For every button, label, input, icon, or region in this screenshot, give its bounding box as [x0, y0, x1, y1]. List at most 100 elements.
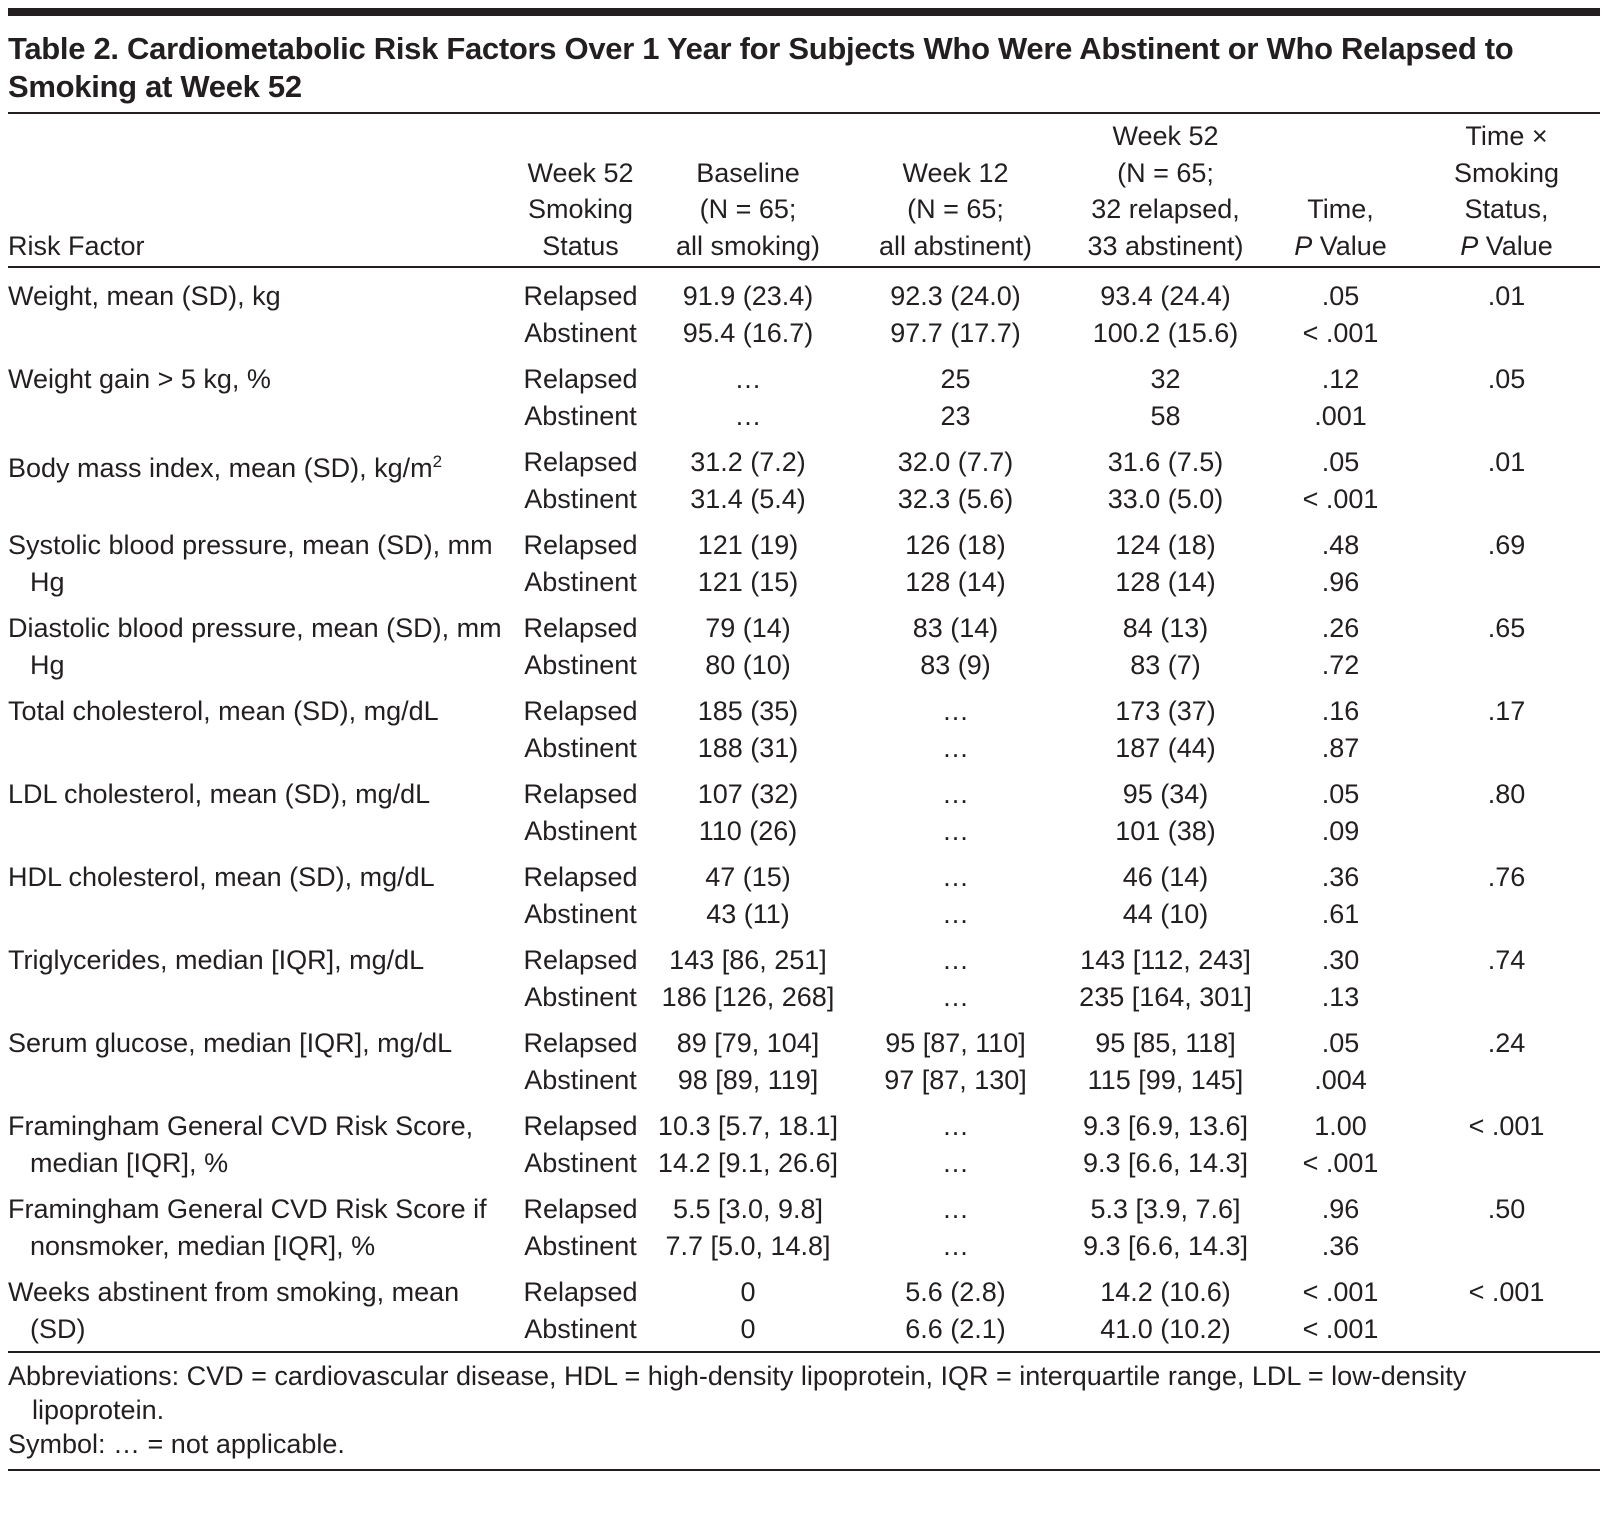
cell-week12: …: [942, 779, 969, 809]
cell-week52: 100.2 (15.6): [1092, 317, 1239, 348]
cell-week12: …: [942, 1147, 969, 1178]
cell-interaction-p: .80: [1487, 779, 1526, 809]
cell-status: Relapsed: [523, 779, 638, 809]
cell-week52: 124 (18): [1115, 530, 1216, 560]
cell-time-p: .004: [1314, 1064, 1367, 1095]
table-row: Abstinent 188 (31) … 187 (44) .87: [8, 730, 1600, 767]
cell-week12: 95 [87, 110]: [885, 1028, 1026, 1058]
cell-baseline: 31.2 (7.2): [690, 447, 806, 477]
cell-baseline: 14.2 [9.1, 26.6]: [657, 1147, 839, 1178]
cell-baseline: 47 (15): [705, 862, 791, 892]
cell-time-p: .30: [1321, 945, 1360, 975]
cell-week12: 32.3 (5.6): [897, 483, 1014, 514]
table-row: Weeks abstinent from smoking, mean (SD) R…: [8, 1264, 1600, 1344]
cell-interaction-p: .74: [1487, 945, 1526, 975]
cell-week12: 92.3 (24.0): [890, 281, 1021, 311]
cell-time-p: < .001: [1302, 1313, 1379, 1344]
cell-week52: 95 [85, 118]: [1095, 1028, 1236, 1058]
cell-week12: …: [942, 1194, 969, 1224]
table-row: Triglycerides, median [IQR], mg/dL Relaps…: [8, 932, 1600, 979]
table-row: Abstinent 0 6.6 (2.1) 41.0 (10.2) < .001: [8, 1311, 1600, 1352]
risk-factor-label: Weight, mean (SD), kg: [8, 281, 281, 311]
table-row: Diastolic blood pressure, mean (SD), mm …: [8, 600, 1600, 680]
cell-week12: …: [942, 1111, 969, 1141]
cell-status: Abstinent: [524, 732, 637, 763]
cell-baseline: 143 [86, 251]: [669, 945, 827, 975]
cell-status: Relapsed: [523, 1194, 638, 1224]
header-week52: Week 52 (N = 65; 32 relapsed, 33 abstinent): [1087, 121, 1244, 261]
table-row: Abstinent 95.4 (16.7) 97.7 (17.7) 100.2 (15…: [8, 315, 1600, 352]
table-row: Weight gain > 5 kg, % Relapsed … 25 32 .12 .05: [8, 351, 1600, 398]
cell-status: Abstinent: [524, 317, 637, 348]
cell-status: Relapsed: [523, 696, 638, 726]
table-row: Abstinent 7.7 [5.0, 14.8] … 9.3 [6.6, 14.3]…: [8, 1228, 1600, 1265]
cell-time-p: < .001: [1302, 483, 1379, 514]
table-row: Weight, mean (SD), kg Relapsed 91.9 (23.4)…: [8, 267, 1600, 315]
cell-week52: 84 (13): [1122, 613, 1209, 643]
table-row: Total cholesterol, mean (SD), mg/dL Relap…: [8, 683, 1600, 730]
cell-baseline: …: [734, 400, 762, 431]
risk-factor-group: Systolic blood pressure, mean (SD), mm H…: [8, 517, 1600, 600]
risk-factor-label: Diastolic blood pressure, mean (SD), mm …: [8, 613, 502, 680]
cell-baseline: 89 [79, 104]: [676, 1028, 820, 1058]
cell-week12: …: [942, 981, 969, 1012]
cell-week12: 97.7 (17.7): [890, 317, 1021, 348]
table-row: Abstinent 80 (10) 83 (9) 83 (7) .72: [8, 647, 1600, 684]
cell-week52: 9.3 [6.6, 14.3]: [1082, 1147, 1249, 1178]
cell-time-p: .96: [1321, 1194, 1360, 1224]
cell-status: Abstinent: [524, 649, 637, 680]
cell-week12: …: [942, 898, 969, 929]
risk-factor-group: Diastolic blood pressure, mean (SD), mm …: [8, 600, 1600, 683]
cell-baseline: 10.3 [5.7, 18.1]: [657, 1111, 839, 1141]
cell-status: Relapsed: [523, 1277, 638, 1307]
table-row: Abstinent 43 (11) … 44 (10) .61: [8, 896, 1600, 933]
symbol-note: Symbol: … = not applicable.: [8, 1429, 345, 1459]
risk-factor-group: Body mass index, mean (SD), kg/m2 Relapse…: [8, 434, 1600, 517]
cell-baseline: 185 (35): [697, 696, 799, 726]
risk-factor-label: Systolic blood pressure, mean (SD), mm H…: [8, 530, 493, 597]
cell-baseline: 0: [740, 1277, 756, 1307]
cell-status: Relapsed: [523, 281, 638, 311]
cell-week12: …: [942, 862, 969, 892]
table-row: HDL cholesterol, mean (SD), mg/dL Relapse…: [8, 849, 1600, 896]
cell-week52: 95 (34): [1122, 779, 1209, 809]
cell-week52: 115 [99, 145]: [1087, 1064, 1244, 1095]
cell-interaction-p: .65: [1487, 613, 1526, 643]
cell-time-p: .48: [1321, 530, 1360, 560]
table-row: LDL cholesterol, mean (SD), mg/dL Relapse…: [8, 766, 1600, 813]
cell-time-p: .87: [1321, 732, 1360, 763]
bottom-rule: [8, 1469, 1600, 1471]
cell-week12: …: [942, 1230, 969, 1261]
cell-week52: 83 (7): [1130, 649, 1201, 680]
cell-status: Relapsed: [523, 613, 638, 643]
cell-week52: 44 (10): [1122, 898, 1209, 929]
cell-status: Abstinent: [524, 981, 637, 1012]
cell-time-p: < .001: [1302, 1147, 1379, 1178]
cell-status: Relapsed: [523, 364, 638, 394]
cell-week12: 83 (14): [912, 613, 999, 643]
cell-baseline: 43 (11): [706, 898, 790, 929]
cell-interaction-p: .01: [1487, 447, 1526, 477]
cell-time-p: .001: [1314, 400, 1367, 431]
risk-factor-label: Total cholesterol, mean (SD), mg/dL: [8, 696, 439, 726]
cell-baseline: 31.4 (5.4): [690, 483, 806, 514]
cell-week12: …: [942, 815, 969, 846]
header-week12: Week 12 (N = 65; all abstinent): [878, 157, 1033, 261]
cell-week52: 187 (44): [1115, 732, 1216, 763]
cell-week52: 93.4 (24.4): [1100, 281, 1231, 311]
cell-baseline: 80 (10): [705, 649, 791, 680]
risk-factor-group: HDL cholesterol, mean (SD), mg/dL Relapse…: [8, 849, 1600, 932]
cell-time-p: .36: [1321, 862, 1360, 892]
header-row: Risk Factor Week 52 Smoking Status Baselin…: [8, 114, 1600, 267]
cell-status: Abstinent: [524, 1230, 637, 1261]
cell-status: Relapsed: [523, 945, 638, 975]
cell-interaction-p: < .001: [1468, 1111, 1545, 1141]
cell-time-p: .12: [1321, 364, 1360, 394]
cell-baseline: 5.5 [3.0, 9.8]: [672, 1194, 824, 1224]
risk-factor-group: Weight, mean (SD), kg Relapsed 91.9 (23.4)…: [8, 267, 1600, 351]
cell-baseline: 121 (15): [697, 566, 799, 597]
data-table: Risk Factor Week 52 Smoking Status Baselin…: [8, 114, 1600, 1351]
cell-status: Relapsed: [523, 447, 638, 477]
table-row: Abstinent 14.2 [9.1, 26.6] … 9.3 [6.6, 14.3…: [8, 1145, 1600, 1182]
cell-week52: 46 (14): [1122, 862, 1209, 892]
